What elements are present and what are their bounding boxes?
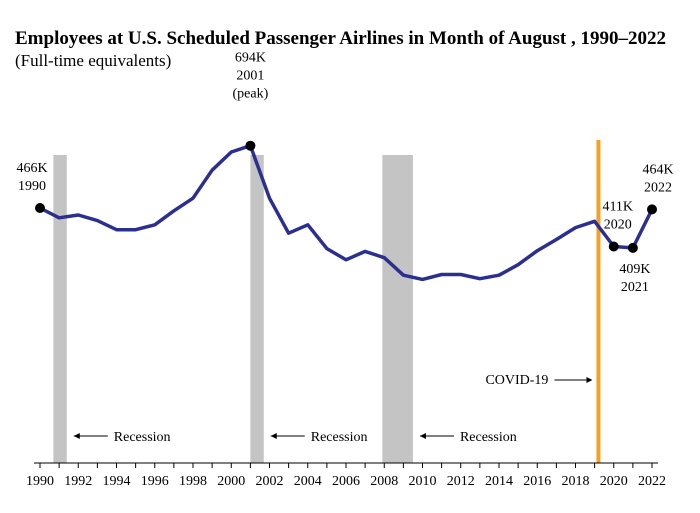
x-tick-label: 2018 [562,474,590,489]
x-tick-label: 2002 [256,474,284,489]
x-tick-label: 2014 [485,474,513,489]
x-tick-label: 1992 [64,474,92,489]
x-tick-label: 1994 [103,474,131,489]
data-point [647,204,657,215]
covid-label: COVID-19 [485,373,548,388]
data-point [245,140,256,151]
x-tick-label: 2008 [370,474,398,489]
chart-title: Employees at U.S. Scheduled Passenger Ai… [15,28,666,49]
x-tick-label: 2016 [523,474,551,489]
x-tick-label: 2004 [294,474,322,489]
recession-label: Recession [460,430,517,445]
data-point [35,203,45,213]
x-tick-label: 2006 [332,474,360,489]
chart-subtitle: (Full-time equivalents) [15,51,172,70]
recession-label: Recession [114,430,171,445]
annotation-label: 1990 [18,179,46,194]
annotation-label: 2001 [236,69,264,84]
annotation-label: 411K [602,200,633,215]
annotation-label: (peak) [232,87,268,102]
annotation-label: 466K [16,161,47,176]
x-tick-label: 2000 [217,474,245,489]
x-tick-label: 2010 [409,474,437,489]
recession-arrowhead [270,433,277,439]
annotation-label: 2022 [644,180,672,195]
annotation-label: 2020 [604,218,632,233]
recession-bar [250,155,264,463]
x-tick-label: 2022 [638,474,666,489]
recession-bar [382,155,413,463]
annotation-label: 464K [642,162,673,177]
recession-bar [53,155,67,463]
data-point [608,241,619,252]
recession-arrowhead [73,433,80,439]
annotation-label: 2021 [621,280,649,295]
annotation-label: 409K [619,262,650,277]
data-point [627,242,638,253]
x-tick-label: 2012 [447,474,475,489]
recession-arrowhead [419,433,426,439]
recession-label: Recession [311,430,368,445]
x-tick-label: 2020 [600,474,628,489]
covid-arrowhead [586,377,593,383]
series-line [39,143,654,282]
x-tick-label: 1990 [26,474,54,489]
x-tick-label: 1998 [179,474,207,489]
annotation-label: 694K [235,51,266,66]
x-tick-label: 1996 [141,474,169,489]
